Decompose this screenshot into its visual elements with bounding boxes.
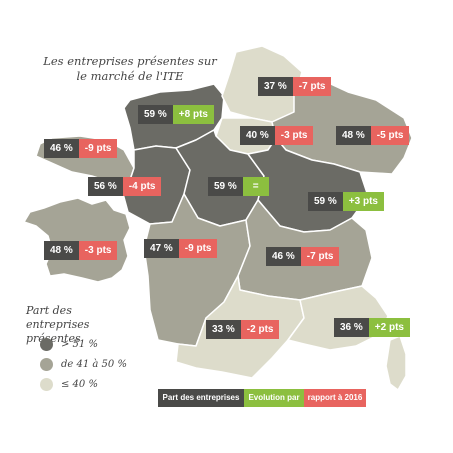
evolution-value: -9 pts bbox=[178, 239, 218, 258]
legend-label: ≤ 40 % bbox=[61, 378, 98, 390]
badge-bretagne: 46 % -9 pts bbox=[44, 139, 118, 158]
share-value: 47 % bbox=[144, 239, 179, 258]
badge-bourgogne-franche-comte: 59 % +3 pts bbox=[308, 192, 384, 211]
badge-auvergne-rhone-alpes: 46 % -7 pts bbox=[266, 247, 340, 266]
share-value: 59 % bbox=[208, 177, 243, 196]
badge-centre-val-de-loire: 59 % = bbox=[208, 177, 269, 196]
share-value: 37 % bbox=[258, 77, 293, 96]
evolution-value: -5 pts bbox=[370, 126, 410, 145]
key-share: Part des entreprises bbox=[158, 389, 244, 407]
badge-paca: 36 % +2 pts bbox=[334, 318, 410, 337]
share-value: 33 % bbox=[206, 320, 241, 339]
share-value: 40 % bbox=[240, 126, 275, 145]
key-evolution-part1: Evolution par bbox=[244, 389, 304, 407]
badge-ile-de-france: 40 % -3 pts bbox=[240, 126, 314, 145]
evolution-value: +3 pts bbox=[342, 192, 384, 211]
evolution-value: = bbox=[242, 177, 269, 196]
legend-label: de 41 à 50 % bbox=[61, 358, 127, 370]
map-title: Les entreprises présentes sur le marché … bbox=[43, 54, 217, 83]
share-value: 46 % bbox=[44, 139, 79, 158]
evolution-value: -9 pts bbox=[78, 139, 118, 158]
legend-title: Part des entreprises présentes bbox=[26, 304, 90, 345]
evolution-value: -2 pts bbox=[240, 320, 280, 339]
region-france-mini bbox=[23, 197, 131, 283]
evolution-value: -3 pts bbox=[78, 241, 118, 260]
badge-france: 48 % -3 pts bbox=[44, 241, 118, 260]
badge-normandie: 59 % +8 pts bbox=[138, 105, 214, 124]
legend-swatch bbox=[40, 377, 53, 391]
evolution-value: +2 pts bbox=[368, 318, 410, 337]
badge-pays-de-la-loire: 56 % -4 pts bbox=[88, 177, 162, 196]
key-evolution-part2: rapport à 2016 bbox=[304, 389, 366, 407]
legend-item-high: > 51 % bbox=[40, 336, 98, 352]
badge-grand-est: 48 % -5 pts bbox=[336, 126, 410, 145]
legend-item-mid: de 41 à 50 % bbox=[40, 356, 127, 372]
share-value: 56 % bbox=[88, 177, 123, 196]
legend-item-low: ≤ 40 % bbox=[40, 376, 98, 392]
evolution-value: -7 pts bbox=[292, 77, 332, 96]
share-value: 46 % bbox=[266, 247, 301, 266]
legend-swatch bbox=[40, 357, 53, 371]
share-value: 59 % bbox=[308, 192, 343, 211]
evolution-value: -7 pts bbox=[300, 247, 340, 266]
region-corse bbox=[385, 335, 407, 391]
legend-label: > 51 % bbox=[61, 338, 98, 350]
evolution-value: +8 pts bbox=[172, 105, 214, 124]
evolution-value: -3 pts bbox=[274, 126, 314, 145]
badge-hauts-de-france: 37 % -7 pts bbox=[258, 77, 332, 96]
badge-occitanie: 33 % -2 pts bbox=[206, 320, 280, 339]
share-value: 48 % bbox=[44, 241, 79, 260]
share-value: 48 % bbox=[336, 126, 371, 145]
legend-swatch bbox=[40, 337, 53, 351]
badge-nouvelle-aquitaine: 47 % -9 pts bbox=[144, 239, 218, 258]
evolution-value: -4 pts bbox=[122, 177, 162, 196]
share-value: 36 % bbox=[334, 318, 369, 337]
share-value: 59 % bbox=[138, 105, 173, 124]
